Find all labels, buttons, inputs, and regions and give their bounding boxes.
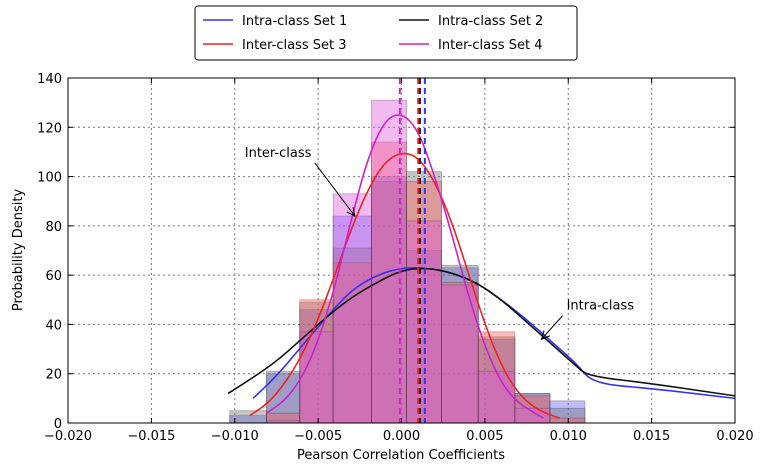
mean-lines	[398, 78, 426, 423]
y-tick-label: 120	[37, 121, 62, 136]
y-tick-label: 20	[45, 368, 62, 383]
annotation-label: Inter-class	[245, 146, 312, 161]
hist-bar-series-3	[514, 395, 551, 424]
hist-bar-series-4	[371, 99, 407, 424]
kde-line-series-2	[227, 267, 736, 397]
y-tick-label: 40	[45, 318, 62, 333]
axis-ticks: −0.020 −0.015 −0.010 −0.005 0.000 0.005 0.010 0…	[37, 72, 753, 444]
hist-bar-series-1	[514, 393, 551, 424]
x-tick-label: −0.020	[44, 429, 92, 444]
kde-curves	[227, 114, 736, 419]
hist-bar-series-2	[229, 410, 267, 424]
x-tick-label: 0.000	[383, 429, 420, 444]
hist-bar-series-4	[441, 284, 479, 424]
legend-box	[194, 5, 578, 61]
legend-label: Intra-class Set 1	[242, 14, 347, 29]
hist-bar-series-2	[332, 247, 372, 424]
hist-bar-series-2	[441, 264, 479, 424]
x-tick-label: −0.010	[211, 429, 259, 444]
y-axis-label: Probability Density	[11, 189, 26, 312]
x-tick-label: −0.005	[294, 429, 342, 444]
hist-bar-series-1	[441, 267, 479, 424]
kde-line-series-3	[249, 152, 561, 419]
legend: Intra-class Set 1 Inter-class Set 3 Intra-…	[194, 5, 578, 61]
hist-bar-series-1	[332, 215, 372, 424]
hist-bar-series-2	[477, 336, 516, 424]
x-tick-label: 0.010	[550, 429, 587, 444]
annotations: Inter-class Intra-class	[245, 146, 635, 341]
annotation-arrowhead	[346, 207, 356, 217]
hist-bar-series-4	[514, 407, 551, 424]
legend-label: Intra-class Set 2	[438, 14, 543, 29]
annotation-arrow	[541, 315, 563, 340]
annotation-arrowhead	[540, 330, 551, 341]
hist-bar-series-2	[514, 393, 551, 424]
hist-bar-series-4	[332, 193, 372, 424]
x-tick-label: 0.015	[633, 429, 670, 444]
hist-bar-series-3	[549, 417, 586, 424]
grid	[68, 78, 735, 423]
y-tick-label: 80	[45, 220, 62, 235]
y-tick-label: 100	[37, 171, 62, 186]
plot-area	[68, 78, 735, 423]
y-tick-label: 0	[54, 417, 62, 432]
legend-label: Inter-class Set 3	[242, 38, 347, 53]
x-tick-label: −0.015	[127, 429, 175, 444]
x-tick-label: 0.005	[466, 429, 503, 444]
x-tick-label: 0.020	[716, 429, 753, 444]
y-tick-label: 60	[45, 269, 62, 284]
legend-label: Inter-class Set 4	[438, 38, 543, 53]
hist-bar-series-3	[299, 299, 334, 424]
kde-line-series-4	[265, 114, 544, 419]
x-axis-label: Pearson Correlation Coefficients	[297, 448, 505, 463]
annotation-arrow	[314, 162, 356, 217]
annotation-label: Intra-class	[567, 299, 635, 314]
y-tick-label: 140	[37, 72, 62, 87]
